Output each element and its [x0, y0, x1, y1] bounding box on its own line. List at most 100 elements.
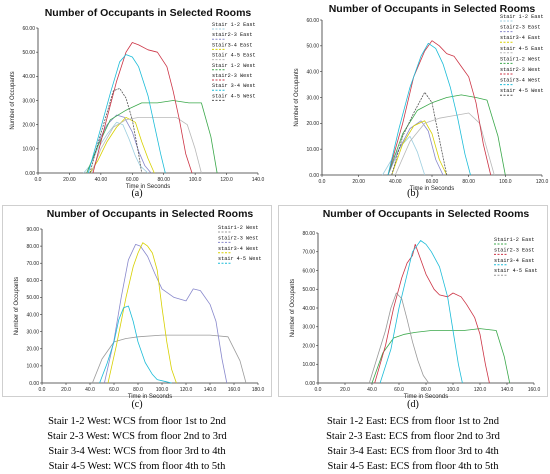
y-tick-label: 50.00 [306, 44, 319, 50]
series-line-5 [387, 94, 506, 176]
legend-label: stair3-4 East [500, 35, 540, 41]
x-tick-label: 40.00 [95, 177, 108, 183]
caption-a: (a) [131, 188, 143, 199]
note-line: Stair 1-2 West: WCS from floor 1st to 2n… [48, 416, 226, 427]
legend-label: Stair3-4 East [212, 42, 252, 48]
y-axis-label: Number of Occupants [294, 68, 300, 126]
y-axis-label: Number of Occupants [14, 277, 20, 335]
y-tick-label: 40.00 [26, 312, 39, 318]
legend-label: stair2-3 West [212, 73, 252, 79]
chart-panel-c: Number of Occupants in Selected Rooms 0.0… [0, 203, 274, 413]
x-tick-label: 0.0 [39, 387, 46, 393]
x-axis-label: Time in Seconds [128, 394, 172, 400]
x-tick-label: 140.0 [252, 177, 265, 183]
x-tick-label: 100.0 [499, 179, 512, 185]
y-tick-label: 50.00 [302, 287, 315, 293]
y-tick-label: 20.00 [26, 347, 39, 353]
legend-label: Stair 4-5 East [212, 53, 256, 59]
chart-panel-a: Number of Occupants in Selected Rooms 0.0… [0, 0, 274, 201]
x-tick-label: 80.00 [462, 179, 475, 185]
series-line-3 [89, 117, 155, 174]
x-tick-label: 60.0 [109, 387, 119, 393]
series-line-7 [87, 54, 166, 174]
note-line: Stair 4-5 West: WCS from floor 4th to 5t… [48, 461, 226, 472]
series-line-7 [387, 42, 471, 176]
y-tick-label: 60.00 [306, 18, 319, 24]
y-tick-label: 40.00 [22, 74, 35, 80]
series-line-5 [86, 100, 218, 174]
note-line: Stair 4-5 East: ECS from floor 4th to 5t… [327, 461, 499, 472]
series-line-2 [387, 120, 444, 176]
x-tick-label: 20.00 [352, 179, 365, 185]
note-line: Stair 3-4 West: WCS from floor 3rd to 4t… [48, 446, 226, 457]
chart-c-svg: Number of Occupants in Selected Rooms 0.0… [14, 208, 265, 400]
chart-a-svg: Number of Occupants in Selected Rooms 0.0… [10, 7, 265, 190]
y-tick-label: 10.00 [22, 147, 35, 153]
series-line-6 [92, 42, 193, 174]
x-tick-label: 140.0 [501, 387, 514, 393]
series-line-1 [371, 328, 511, 384]
legend-label: stair2-3 West [500, 67, 540, 73]
chart-b-svg: Number of Occupants in Selected Rooms 0.0… [294, 3, 548, 192]
series-line-4 [99, 305, 172, 384]
legend-label: stair 4-5 West [218, 256, 262, 262]
x-tick-label: 140.0 [204, 387, 217, 393]
series-line-1 [83, 121, 149, 174]
y-tick-label: 70.00 [26, 261, 39, 267]
caption-b: (b) [407, 188, 419, 199]
x-tick-label: 180.0 [252, 387, 265, 393]
y-tick-label: 0.00 [25, 171, 35, 177]
x-tick-label: 0.0 [315, 387, 322, 393]
chart-panel-b: Number of Occupants in Selected Rooms 0.0… [276, 0, 550, 201]
legend-notes-east: Stair 1-2 East: ECS from floor 1st to 2n… [276, 414, 550, 474]
x-tick-label: 60.00 [126, 177, 139, 183]
legend-label: stair2-3 East [494, 247, 534, 253]
x-tick-label: 80.0 [421, 387, 431, 393]
y-tick-label: 70.00 [302, 250, 315, 256]
legend-label: stair2-3 West [218, 235, 258, 241]
legend-label: Stair1-2 West [218, 225, 258, 231]
series-line-6 [387, 40, 492, 176]
legend-label: stair 4-5 East [494, 268, 538, 274]
x-tick-label: 0.0 [35, 177, 42, 183]
legend-label: stair 4-5 West [212, 93, 256, 99]
chart-title: Number of Occupants in Selected Rooms [47, 208, 254, 220]
x-axis-label: Time in Seconds [404, 394, 448, 400]
x-axis-label: Time in Seconds [126, 184, 170, 190]
x-tick-label: 120.0 [220, 177, 233, 183]
series-line-3 [379, 240, 463, 384]
y-tick-label: 80.00 [26, 244, 39, 250]
y-tick-label: 30.00 [306, 95, 319, 101]
caption-d: (d) [407, 399, 419, 410]
x-tick-label: 40.0 [85, 387, 95, 393]
x-tick-label: 160.0 [228, 387, 241, 393]
legend-label: Stair1-2 West [500, 56, 540, 62]
x-tick-label: 100.0 [189, 177, 202, 183]
series-line-1 [382, 135, 426, 176]
x-tick-label: 80.0 [133, 387, 143, 393]
chart-title: Number of Occupants in Selected Rooms [323, 208, 530, 220]
x-tick-label: 20.0 [340, 387, 350, 393]
y-tick-label: 60.00 [26, 278, 39, 284]
x-axis-label: Time in Seconds [410, 186, 454, 192]
y-tick-label: 10.00 [302, 362, 315, 368]
y-tick-label: 60.00 [302, 268, 315, 274]
caption-c: (c) [131, 399, 143, 410]
series-line-1 [92, 334, 247, 384]
x-tick-label: 0.0 [319, 179, 326, 185]
note-line: Stair 3-4 East: ECS from floor 3rd to 4t… [327, 446, 499, 457]
y-tick-label: 0.00 [305, 381, 315, 387]
x-tick-label: 100.0 [156, 387, 169, 393]
x-tick-label: 60.00 [426, 179, 439, 185]
x-tick-label: 40.0 [367, 387, 377, 393]
y-tick-label: 60.00 [22, 26, 35, 32]
legend-label: stair 4-5 East [500, 46, 544, 52]
legend-label: stair3-4 East [494, 258, 534, 264]
legend-label: stair3-4 West [218, 246, 258, 252]
legend-notes-west: Stair 1-2 West: WCS from floor 1st to 2n… [0, 414, 274, 474]
legend-label: Stair 3-4 West [212, 83, 256, 89]
legend-label: stair2-3 East [500, 25, 540, 31]
series-line-8 [89, 88, 143, 174]
x-tick-label: 20.0 [61, 387, 71, 393]
y-tick-label: 0.00 [29, 381, 39, 387]
